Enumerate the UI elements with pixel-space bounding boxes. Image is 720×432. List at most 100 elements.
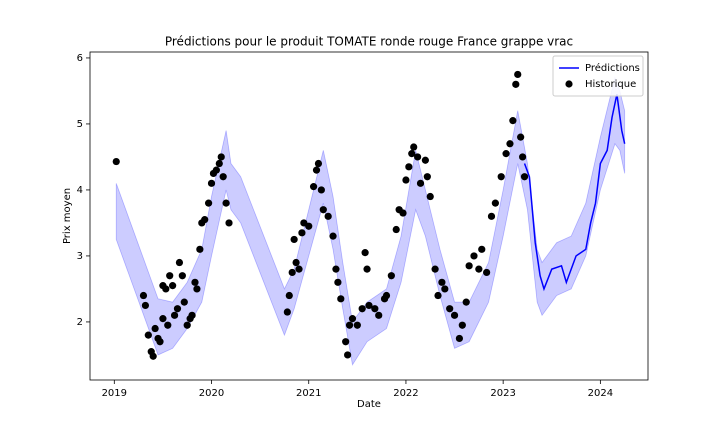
data-point <box>173 305 182 313</box>
data-point <box>156 338 164 346</box>
chart-title: Prédictions pour le produit TOMATE ronde… <box>165 35 573 49</box>
data-point <box>149 352 157 360</box>
data-point <box>215 159 223 168</box>
data-point <box>434 291 442 300</box>
data-point <box>450 311 459 319</box>
data-point <box>465 262 473 270</box>
data-point <box>319 206 327 214</box>
data-point <box>225 219 233 227</box>
legend-box <box>552 55 644 97</box>
data-point <box>334 278 342 286</box>
y-tick-label: 2 <box>77 317 83 328</box>
data-point <box>421 156 429 164</box>
data-point <box>423 173 431 181</box>
data-point <box>414 153 422 161</box>
data-point <box>169 282 177 290</box>
data-point <box>314 159 323 168</box>
data-point <box>285 291 293 300</box>
data-point <box>491 199 499 207</box>
data-point <box>295 265 303 273</box>
data-point <box>483 268 491 277</box>
data-point <box>207 179 216 187</box>
data-point <box>204 199 213 207</box>
legend: Prédictions Historique <box>552 55 644 97</box>
data-point <box>382 291 391 300</box>
legend-label: Historique <box>585 79 636 90</box>
data-point <box>151 324 159 333</box>
legend-label: Prédictions <box>585 62 640 74</box>
y-tick-label: 3 <box>77 251 83 262</box>
x-tick-label: 2023 <box>490 388 515 399</box>
data-point <box>188 311 196 319</box>
data-point <box>458 321 466 329</box>
data-point <box>305 222 313 230</box>
plot-area <box>89 51 649 381</box>
data-point <box>288 268 296 277</box>
data-point <box>180 298 188 306</box>
y-axis-label: Prix moyen <box>62 188 73 244</box>
data-point <box>365 301 373 310</box>
data-point <box>514 70 522 79</box>
data-point <box>497 173 505 181</box>
data-point <box>332 265 340 273</box>
data-point <box>191 278 199 286</box>
data-point <box>144 331 152 339</box>
x-tick-label: 2024 <box>588 388 613 399</box>
data-point <box>193 285 201 293</box>
prediction-line <box>523 94 626 292</box>
data-point <box>178 272 186 280</box>
x-tick-label: 2022 <box>393 388 418 399</box>
data-point <box>212 166 220 174</box>
legend-swatch <box>565 80 573 88</box>
data-point <box>363 265 371 273</box>
data-point <box>358 305 366 313</box>
data-point <box>329 232 337 240</box>
data-point <box>112 157 120 166</box>
data-point <box>162 285 170 293</box>
data-point <box>470 252 478 260</box>
y-tick-label: 5 <box>77 119 83 130</box>
data-point <box>219 173 227 181</box>
data-point <box>387 272 395 280</box>
data-point <box>141 301 150 310</box>
data-point <box>159 315 167 323</box>
data-point <box>431 265 439 273</box>
x-tick-label: 2021 <box>296 388 321 399</box>
data-point <box>478 245 486 253</box>
x-axis-label: Date <box>357 399 381 410</box>
data-point <box>402 176 410 184</box>
data-point <box>175 258 184 267</box>
data-point <box>222 199 230 207</box>
data-point <box>487 212 496 220</box>
data-point <box>416 179 425 187</box>
data-point <box>312 166 321 174</box>
data-point <box>196 245 204 253</box>
data-point <box>344 351 352 359</box>
data-point <box>337 295 345 303</box>
data-point <box>520 173 529 181</box>
data-point <box>345 321 354 329</box>
data-point <box>361 249 369 257</box>
data-point <box>298 229 306 237</box>
data-point <box>446 305 454 313</box>
y-tick-label: 4 <box>77 185 83 196</box>
data-point <box>317 186 325 194</box>
data-point <box>342 338 350 346</box>
data-point <box>408 150 416 158</box>
data-point <box>292 258 300 267</box>
data-point <box>201 216 209 224</box>
data-point <box>509 117 517 125</box>
data-point <box>441 285 449 293</box>
x-tick-label: 2019 <box>102 388 127 399</box>
data-point <box>166 272 174 280</box>
data-point <box>309 183 318 191</box>
data-point <box>283 308 291 316</box>
data-point <box>426 192 434 201</box>
data-point <box>438 278 446 286</box>
data-point <box>183 321 191 329</box>
x-tick-label: 2020 <box>199 388 224 399</box>
data-point <box>139 291 148 300</box>
data-point <box>475 265 483 273</box>
data-point <box>455 334 464 343</box>
data-point <box>506 140 514 148</box>
